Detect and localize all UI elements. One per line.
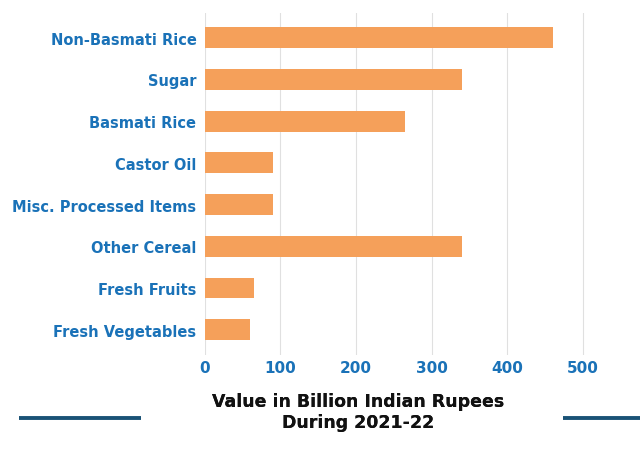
- Text: Value in Billion Indian Rupees
During 2021-22: Value in Billion Indian Rupees During 20…: [212, 392, 504, 431]
- Bar: [205, 278, 254, 299]
- Text: Value in Billion Indian Rupees
During 2021-22: Value in Billion Indian Rupees During 20…: [212, 392, 504, 431]
- Bar: [205, 195, 273, 216]
- Bar: [205, 153, 273, 174]
- Bar: [205, 70, 462, 91]
- Bar: [205, 111, 405, 132]
- Bar: [205, 319, 250, 340]
- Bar: [205, 236, 462, 257]
- Bar: [205, 28, 553, 49]
